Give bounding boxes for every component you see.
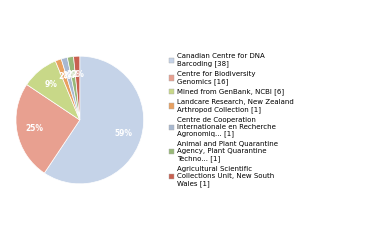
Text: 59%: 59% bbox=[115, 129, 133, 138]
Wedge shape bbox=[61, 57, 80, 120]
Wedge shape bbox=[67, 56, 80, 120]
Wedge shape bbox=[55, 59, 80, 120]
Text: 2%: 2% bbox=[58, 72, 71, 81]
Text: 2%: 2% bbox=[66, 70, 79, 79]
Text: 2%: 2% bbox=[62, 71, 75, 80]
Text: 9%: 9% bbox=[44, 80, 57, 89]
Wedge shape bbox=[27, 61, 80, 120]
Wedge shape bbox=[16, 84, 80, 173]
Text: 2%: 2% bbox=[71, 70, 84, 78]
Text: 25%: 25% bbox=[26, 125, 44, 133]
Wedge shape bbox=[44, 56, 144, 184]
Wedge shape bbox=[74, 56, 80, 120]
Legend: Canadian Centre for DNA
Barcoding [38], Centre for Biodiversity
Genomics [16], M: Canadian Centre for DNA Barcoding [38], … bbox=[168, 52, 295, 188]
